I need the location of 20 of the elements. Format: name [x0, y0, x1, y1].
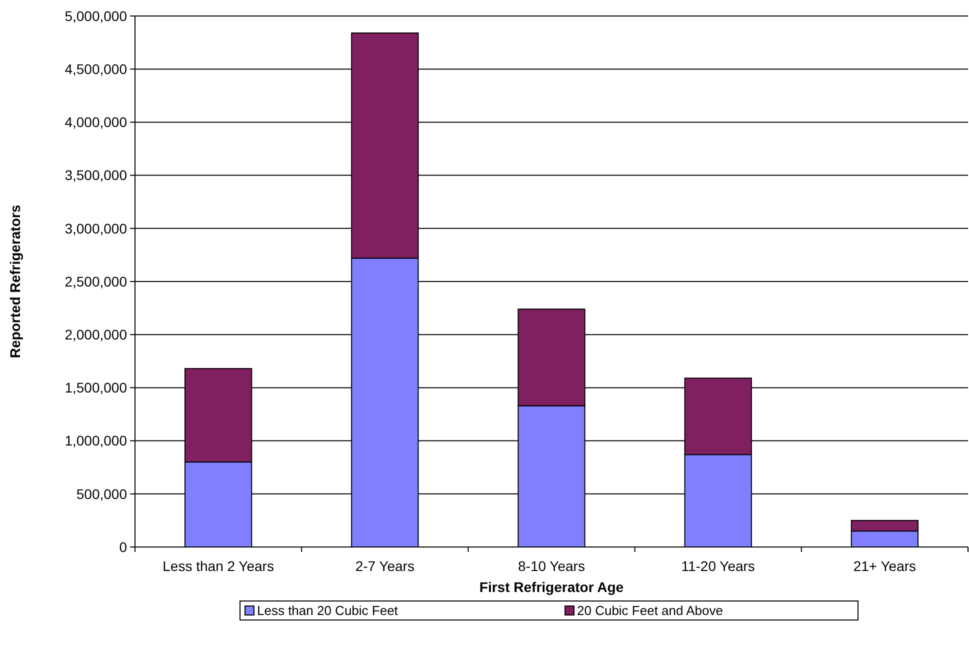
- y-tick-label: 3,500,000: [64, 167, 128, 184]
- y-tick-label: 2,000,000: [64, 326, 128, 342]
- y-tick-label: 0: [119, 538, 128, 555]
- x-tick-label: 21+ Years: [853, 558, 916, 574]
- y-tick-label: 5,000,000: [64, 8, 128, 24]
- x-tick-label: 8-10 Years: [518, 558, 585, 574]
- y-tick-label: 1,000,000: [64, 432, 128, 449]
- x-tick-label: 2-7 Years: [355, 558, 414, 574]
- legend-label: 20 Cubic Feet and Above: [577, 603, 723, 618]
- x-axis-title: First Refrigerator Age: [479, 579, 624, 595]
- y-tick-label: 500,000: [76, 486, 128, 502]
- legend-label: Less than 20 Cubic Feet: [257, 603, 398, 618]
- y-tick-label: 4,500,000: [64, 61, 128, 77]
- x-tick-label: 11-20 Years: [681, 558, 755, 574]
- y-tick-label: 3,000,000: [64, 220, 128, 236]
- y-tick-label: 4,000,000: [64, 114, 128, 130]
- y-axis-title: Reported Refrigerators: [7, 204, 23, 358]
- x-tick-label: Less than 2 Years: [162, 558, 274, 574]
- y-tick-label: 2,500,000: [64, 273, 128, 290]
- y-tick-label: 1,500,000: [64, 380, 128, 396]
